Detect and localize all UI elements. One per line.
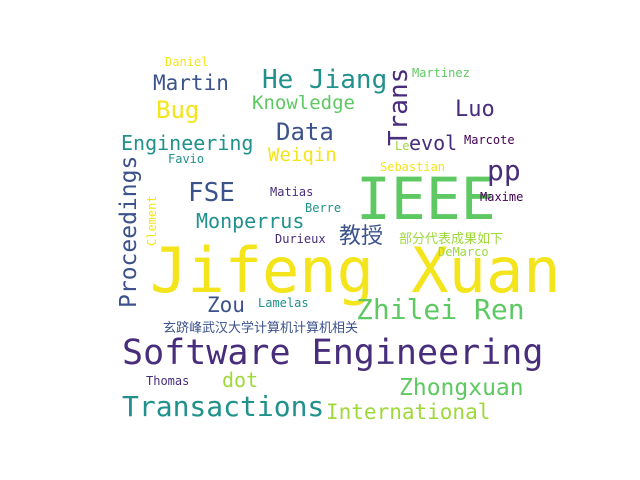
word-engineering: Engineering <box>121 131 254 155</box>
word-lamelas: Lamelas <box>258 296 309 310</box>
word-maxime: Maxime <box>480 190 524 204</box>
word-bug: Bug <box>156 96 200 124</box>
word-zhilei-ren: Zhilei Ren <box>356 293 525 326</box>
word-ieee: IEEE <box>356 165 496 233</box>
word-dot: dot <box>222 368 259 392</box>
word-international: International <box>326 400 491 424</box>
word-weiqin: Weiqin <box>268 144 337 166</box>
word-clement: Clement <box>145 195 159 246</box>
word-matias: Matias <box>270 185 314 199</box>
word-martin: Martin <box>153 71 229 95</box>
word-berre: Berre <box>305 201 342 215</box>
word-fse: FSE <box>188 178 235 208</box>
word-luo: Luo <box>455 97 495 122</box>
word-proceedings: Proceedings <box>116 155 142 308</box>
word-sebastian: Sebastian <box>380 160 446 174</box>
word-demarco: DeMarco <box>438 245 489 259</box>
word-thomas: Thomas <box>146 374 190 388</box>
word-knowledge: Knowledge <box>252 92 355 114</box>
word-martinez: Martinez <box>412 66 470 80</box>
word-software-engineering: Software Engineering <box>122 333 544 373</box>
word-evol: evol <box>409 131 458 155</box>
word-data: Data <box>276 118 334 146</box>
word-zou: Zou <box>207 293 245 317</box>
word-durieux: Durieux <box>275 232 326 246</box>
word-xuanjifeng: 玄跻峰武汉大学计算机计算机相关 <box>163 321 359 336</box>
word-daniel: Daniel <box>165 55 209 69</box>
word-he-jiang: He Jiang <box>262 65 388 95</box>
word-pp: pp <box>487 154 521 187</box>
word-bufen: 部分代表成果如下 <box>399 232 504 247</box>
word-transactions: Transactions <box>122 390 325 423</box>
word-zhongxuan: Zhongxuan <box>399 375 524 401</box>
word-jiaoshou: 教授 <box>339 224 384 249</box>
word-favio: Favio <box>168 152 205 166</box>
word-marcote: Marcote <box>464 133 515 147</box>
word-monperrus: Monperrus <box>196 209 305 233</box>
word-jifeng-xuan: Jifeng Xuan <box>150 234 561 307</box>
word-le: Le <box>395 139 410 153</box>
